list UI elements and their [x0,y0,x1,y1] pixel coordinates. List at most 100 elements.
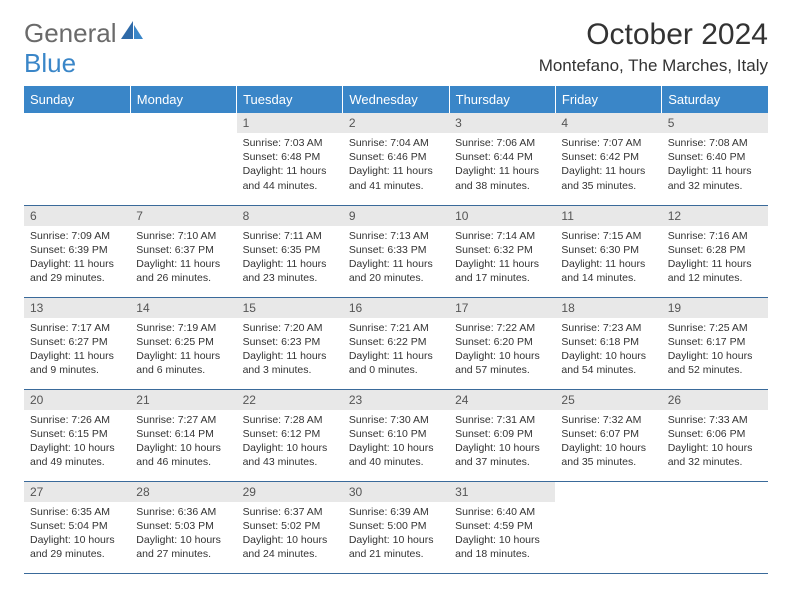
sunrise-line: Sunrise: 7:10 AM [136,229,230,243]
daylight-line: Daylight: 11 hours and 44 minutes. [243,164,337,192]
day-number: 27 [24,482,130,502]
sunset-line: Sunset: 6:10 PM [349,427,443,441]
sunset-line: Sunset: 6:25 PM [136,335,230,349]
day-details: Sunrise: 7:26 AMSunset: 6:15 PMDaylight:… [24,410,130,474]
header: General October 2024 Montefano, The Marc… [24,18,768,76]
calendar-day-cell: 2Sunrise: 7:04 AMSunset: 6:46 PMDaylight… [343,113,449,205]
day-details: Sunrise: 7:03 AMSunset: 6:48 PMDaylight:… [237,133,343,197]
daylight-line: Daylight: 10 hours and 21 minutes. [349,533,443,561]
day-number: 5 [662,113,768,133]
daylight-line: Daylight: 11 hours and 12 minutes. [668,257,762,285]
day-number: 6 [24,206,130,226]
day-details: Sunrise: 7:15 AMSunset: 6:30 PMDaylight:… [555,226,661,290]
calendar-week-row: 6Sunrise: 7:09 AMSunset: 6:39 PMDaylight… [24,205,768,297]
sunset-line: Sunset: 6:44 PM [455,150,549,164]
sunrise-line: Sunrise: 6:36 AM [136,505,230,519]
day-number: 1 [237,113,343,133]
day-number: 14 [130,298,236,318]
day-number: 3 [449,113,555,133]
day-number: 15 [237,298,343,318]
calendar-table: SundayMondayTuesdayWednesdayThursdayFrid… [24,86,768,574]
day-number: 4 [555,113,661,133]
sunset-line: Sunset: 6:32 PM [455,243,549,257]
calendar-day-cell: 15Sunrise: 7:20 AMSunset: 6:23 PMDayligh… [237,297,343,389]
calendar-day-cell: 18Sunrise: 7:23 AMSunset: 6:18 PMDayligh… [555,297,661,389]
day-details: Sunrise: 6:40 AMSunset: 4:59 PMDaylight:… [449,502,555,566]
sunset-line: Sunset: 5:02 PM [243,519,337,533]
sunrise-line: Sunrise: 7:17 AM [30,321,124,335]
sunrise-line: Sunrise: 7:28 AM [243,413,337,427]
sunrise-line: Sunrise: 7:31 AM [455,413,549,427]
sunrise-line: Sunrise: 6:39 AM [349,505,443,519]
sunset-line: Sunset: 6:39 PM [30,243,124,257]
daylight-line: Daylight: 10 hours and 49 minutes. [30,441,124,469]
calendar-day-cell: 28Sunrise: 6:36 AMSunset: 5:03 PMDayligh… [130,481,236,573]
calendar-body: 1Sunrise: 7:03 AMSunset: 6:48 PMDaylight… [24,113,768,573]
calendar-day-cell: 13Sunrise: 7:17 AMSunset: 6:27 PMDayligh… [24,297,130,389]
day-number: 28 [130,482,236,502]
day-number: 19 [662,298,768,318]
day-details: Sunrise: 7:23 AMSunset: 6:18 PMDaylight:… [555,318,661,382]
day-details: Sunrise: 7:27 AMSunset: 6:14 PMDaylight:… [130,410,236,474]
daylight-line: Daylight: 11 hours and 3 minutes. [243,349,337,377]
sunrise-line: Sunrise: 7:07 AM [561,136,655,150]
daylight-line: Daylight: 10 hours and 37 minutes. [455,441,549,469]
day-details: Sunrise: 6:36 AMSunset: 5:03 PMDaylight:… [130,502,236,566]
sunrise-line: Sunrise: 7:15 AM [561,229,655,243]
daylight-line: Daylight: 10 hours and 40 minutes. [349,441,443,469]
sunset-line: Sunset: 6:42 PM [561,150,655,164]
calendar-week-row: 13Sunrise: 7:17 AMSunset: 6:27 PMDayligh… [24,297,768,389]
daylight-line: Daylight: 10 hours and 43 minutes. [243,441,337,469]
sunrise-line: Sunrise: 7:22 AM [455,321,549,335]
day-details: Sunrise: 7:32 AMSunset: 6:07 PMDaylight:… [555,410,661,474]
day-number: 2 [343,113,449,133]
calendar-day-cell: 9Sunrise: 7:13 AMSunset: 6:33 PMDaylight… [343,205,449,297]
sunrise-line: Sunrise: 7:13 AM [349,229,443,243]
day-details: Sunrise: 7:21 AMSunset: 6:22 PMDaylight:… [343,318,449,382]
sunset-line: Sunset: 5:03 PM [136,519,230,533]
sunset-line: Sunset: 6:28 PM [668,243,762,257]
calendar-day-cell: 8Sunrise: 7:11 AMSunset: 6:35 PMDaylight… [237,205,343,297]
calendar-day-cell: 7Sunrise: 7:10 AMSunset: 6:37 PMDaylight… [130,205,236,297]
calendar-day-cell: 25Sunrise: 7:32 AMSunset: 6:07 PMDayligh… [555,389,661,481]
daylight-line: Daylight: 11 hours and 32 minutes. [668,164,762,192]
day-number: 21 [130,390,236,410]
sunrise-line: Sunrise: 7:06 AM [455,136,549,150]
calendar-day-cell: 6Sunrise: 7:09 AMSunset: 6:39 PMDaylight… [24,205,130,297]
daylight-line: Daylight: 11 hours and 38 minutes. [455,164,549,192]
sunset-line: Sunset: 6:06 PM [668,427,762,441]
daylight-line: Daylight: 10 hours and 24 minutes. [243,533,337,561]
calendar-day-cell: 20Sunrise: 7:26 AMSunset: 6:15 PMDayligh… [24,389,130,481]
daylight-line: Daylight: 10 hours and 46 minutes. [136,441,230,469]
sunset-line: Sunset: 6:15 PM [30,427,124,441]
calendar-week-row: 1Sunrise: 7:03 AMSunset: 6:48 PMDaylight… [24,113,768,205]
day-number: 26 [662,390,768,410]
daylight-line: Daylight: 10 hours and 29 minutes. [30,533,124,561]
sunrise-line: Sunrise: 7:21 AM [349,321,443,335]
day-details: Sunrise: 7:16 AMSunset: 6:28 PMDaylight:… [662,226,768,290]
daylight-line: Daylight: 11 hours and 6 minutes. [136,349,230,377]
sunrise-line: Sunrise: 7:23 AM [561,321,655,335]
day-number: 18 [555,298,661,318]
sunrise-line: Sunrise: 6:35 AM [30,505,124,519]
sunrise-line: Sunrise: 7:03 AM [243,136,337,150]
calendar-day-cell: 11Sunrise: 7:15 AMSunset: 6:30 PMDayligh… [555,205,661,297]
daylight-line: Daylight: 11 hours and 35 minutes. [561,164,655,192]
day-number: 10 [449,206,555,226]
sunrise-line: Sunrise: 7:30 AM [349,413,443,427]
day-details: Sunrise: 6:39 AMSunset: 5:00 PMDaylight:… [343,502,449,566]
calendar-day-cell: 14Sunrise: 7:19 AMSunset: 6:25 PMDayligh… [130,297,236,389]
day-details: Sunrise: 7:09 AMSunset: 6:39 PMDaylight:… [24,226,130,290]
calendar-day-cell: 10Sunrise: 7:14 AMSunset: 6:32 PMDayligh… [449,205,555,297]
day-number: 25 [555,390,661,410]
sunset-line: Sunset: 6:46 PM [349,150,443,164]
weekday-header: Friday [555,86,661,113]
location: Montefano, The Marches, Italy [539,56,768,76]
sunset-line: Sunset: 6:18 PM [561,335,655,349]
logo-text-blue: Blue [24,48,76,79]
logo-text-general: General [24,18,117,49]
calendar-week-row: 20Sunrise: 7:26 AMSunset: 6:15 PMDayligh… [24,389,768,481]
day-number: 24 [449,390,555,410]
sunset-line: Sunset: 5:00 PM [349,519,443,533]
sunrise-line: Sunrise: 6:37 AM [243,505,337,519]
